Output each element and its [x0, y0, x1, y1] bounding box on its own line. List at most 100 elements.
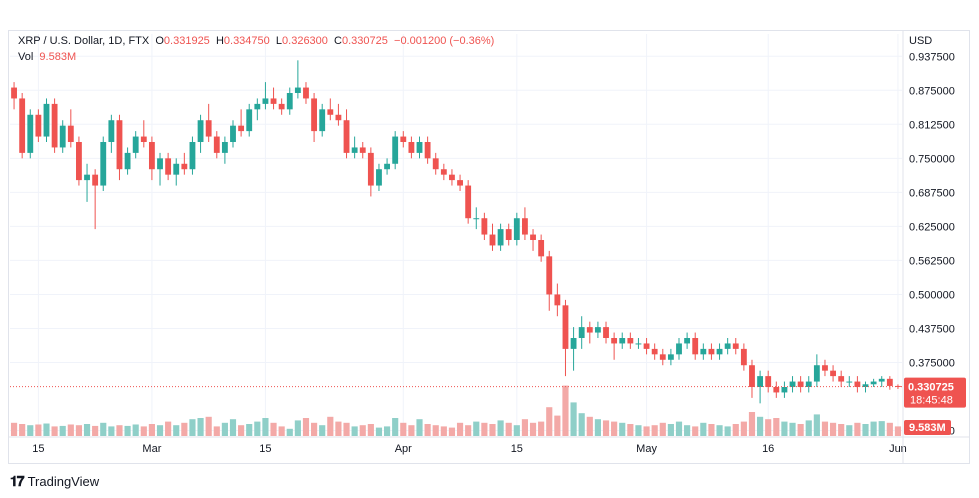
volume-bar	[165, 421, 172, 436]
candle-body	[822, 365, 828, 371]
volume-bar	[400, 422, 407, 436]
candle-body	[286, 93, 293, 110]
volume-bar	[748, 412, 756, 436]
volume-bar	[262, 418, 269, 436]
candle-body	[294, 87, 301, 93]
candle-body	[886, 378, 893, 386]
volume-bar	[489, 424, 496, 436]
volume-bar	[383, 426, 391, 436]
volume-bar	[602, 420, 610, 436]
volume-bar	[594, 419, 601, 436]
volume-bar	[408, 425, 415, 436]
candle-body	[805, 381, 812, 387]
y-tick-label: 0.562500	[909, 255, 955, 267]
candle-body	[92, 174, 99, 186]
volume-bar	[651, 425, 658, 436]
volume-bar	[635, 425, 642, 436]
candle-body	[197, 120, 204, 142]
legend-vol-value: 9.583M	[39, 51, 77, 63]
volume-bar	[294, 420, 301, 436]
volume-bar	[724, 426, 731, 436]
candle-body	[878, 378, 885, 382]
chart-frame	[8, 30, 970, 464]
y-tick-label: 0.625000	[909, 221, 955, 233]
candle-body	[132, 136, 139, 153]
candle-body	[230, 125, 236, 142]
candle-body	[319, 109, 326, 132]
candle-body	[635, 343, 642, 345]
y-tick-label: 0.875000	[909, 85, 955, 97]
candle-body	[327, 109, 334, 115]
candle-body	[457, 180, 463, 186]
x-tick-label: 16	[762, 443, 774, 455]
volume-bar	[424, 424, 431, 436]
volume-bar	[10, 422, 18, 436]
candle-body	[586, 327, 593, 333]
candle-body	[594, 327, 601, 333]
candle-body	[813, 365, 820, 382]
volume-bar	[19, 424, 26, 436]
volume-bar	[213, 426, 220, 436]
candle-body	[100, 142, 107, 186]
volume-bar	[529, 422, 537, 436]
candle-body	[546, 256, 553, 295]
last-price-badge	[904, 377, 966, 408]
candle-body	[376, 169, 382, 186]
volume-bar	[675, 421, 683, 436]
candle-body	[140, 136, 147, 142]
volume-bar	[854, 422, 861, 436]
candle-body	[205, 120, 212, 137]
y-tick-label: 0.937500	[909, 51, 955, 63]
volume-bar	[627, 424, 634, 436]
volume-bar	[700, 422, 707, 436]
legend-close-label: C	[334, 35, 342, 47]
volume-bar	[173, 425, 180, 436]
volume-bar	[740, 421, 747, 436]
volume-bar	[83, 424, 91, 436]
volume-bar	[757, 416, 764, 436]
volume-bar	[732, 424, 739, 436]
candle-body	[797, 381, 804, 387]
candle-body	[173, 163, 180, 175]
volume-bar	[286, 428, 293, 436]
volume-bar	[148, 424, 155, 436]
candle-body	[408, 142, 415, 153]
legend-open-value: 0.331925	[163, 35, 210, 47]
legend-high-value: 0.334750	[223, 35, 270, 47]
candle-body	[43, 103, 50, 137]
volume-bar	[229, 419, 237, 436]
volume-bar	[813, 414, 820, 436]
candle-body	[749, 365, 755, 387]
candle-body	[181, 163, 188, 170]
volume-bar	[878, 421, 885, 436]
volume-bar	[611, 421, 618, 436]
y-tick-label: 0.437500	[909, 323, 955, 335]
volume-bar	[773, 418, 780, 436]
legend-change: −0.001200 (−0.36%)	[394, 35, 495, 47]
candle-body	[51, 103, 58, 148]
candle-body	[781, 387, 788, 393]
candle-body	[262, 98, 269, 104]
last-volume-label: 9.583M	[909, 422, 946, 434]
last-volume-badge	[904, 420, 951, 435]
candle-body	[238, 125, 245, 132]
candle-body	[416, 142, 423, 153]
volume-bar	[797, 424, 804, 436]
tradingview-brand[interactable]: 𝟏𝟕 TradingView	[10, 473, 99, 490]
candle-body	[213, 136, 220, 153]
volume-bar	[886, 422, 893, 436]
candle-body	[449, 174, 455, 181]
legend-ohlc: XRP / U.S. Dollar, 1D, FTX O0.331925 H0.…	[18, 35, 494, 47]
candle-body	[489, 234, 496, 246]
volume-bar	[343, 422, 350, 436]
volume-bar	[481, 422, 488, 436]
volume-bar	[497, 420, 504, 436]
currency-label: USD	[909, 35, 932, 47]
x-tick-label: Apr	[395, 443, 412, 455]
volume-bar	[27, 425, 34, 436]
volume-bar	[870, 421, 877, 436]
volume-bar	[554, 415, 561, 436]
candle-body	[400, 136, 407, 142]
volume-bar	[189, 419, 196, 436]
